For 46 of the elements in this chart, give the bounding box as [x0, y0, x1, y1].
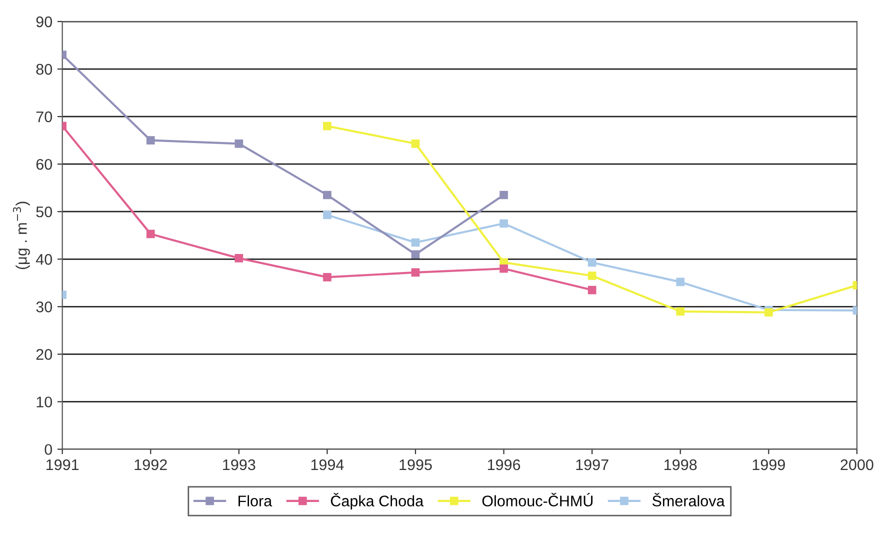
- y-tick-label: 20: [36, 349, 52, 360]
- legend-label: Olomouc-ČHMÚ: [482, 492, 592, 506]
- y-tick-label: 30: [36, 302, 52, 312]
- point: [500, 190, 508, 200]
- point: [588, 286, 596, 294]
- x-tick-label: 1993: [223, 459, 256, 470]
- point: [764, 308, 773, 317]
- point: [323, 122, 332, 130]
- point: [500, 219, 508, 228]
- point: [234, 139, 244, 148]
- x-tick-label: 1999: [752, 459, 785, 470]
- point: [323, 210, 332, 220]
- x-tick-label: 2000: [840, 459, 874, 470]
- y-tick-label: 40: [36, 254, 52, 265]
- point: [676, 307, 685, 316]
- y-tick-label: 70: [36, 111, 52, 122]
- point: [323, 190, 332, 200]
- point: [146, 136, 155, 144]
- point: [146, 230, 155, 238]
- x-tick-label: 1997: [576, 459, 608, 470]
- x-tick-label: 1998: [664, 459, 697, 470]
- y-tick-label: 90: [36, 16, 52, 28]
- point: [588, 258, 596, 267]
- x-tick-label: 1991: [46, 459, 79, 470]
- y-axis-title: (μg . m$^{−3}$): [12, 202, 30, 270]
- point: [500, 264, 508, 273]
- x-tick-label: 1996: [488, 459, 520, 470]
- point: [411, 139, 420, 148]
- point: [411, 250, 420, 259]
- legend-label: Čapka Choda: [330, 492, 424, 510]
- y-tick-label: 80: [36, 64, 52, 75]
- y-tick-label: 0: [44, 444, 52, 455]
- legend-label: Šmeralova: [652, 492, 725, 506]
- point: [234, 254, 244, 262]
- x-tick-label: 1995: [400, 459, 432, 470]
- x-tick-label: 1992: [134, 459, 167, 470]
- legend-label: Flora: [238, 495, 272, 506]
- point: [323, 273, 332, 282]
- y-tick-label: 60: [36, 158, 52, 170]
- point: [411, 238, 420, 247]
- y-tick-label: 50: [36, 206, 52, 218]
- point: [588, 272, 596, 280]
- point: [676, 278, 685, 286]
- x-tick-label: 1994: [311, 459, 344, 470]
- y-tick-label: 10: [36, 396, 52, 408]
- point: [411, 268, 420, 277]
